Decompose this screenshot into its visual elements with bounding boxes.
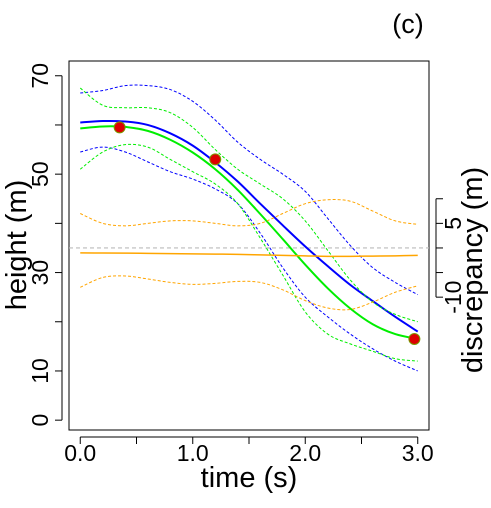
y-tick-label: 10 [27, 358, 53, 384]
x-tick-label: 0.0 [64, 440, 96, 466]
y-tick-label: 30 [27, 260, 53, 286]
plot-frame [68, 60, 430, 431]
series-line-orange-mean [80, 252, 418, 258]
x-tick-label: 1.0 [177, 440, 209, 466]
observation-points [113, 121, 421, 345]
series-line-orange-lower [80, 275, 418, 311]
series-line-blue-lower [80, 146, 418, 372]
x-axis-title: time (s) [201, 462, 298, 494]
y-axis-title: height (m) [1, 180, 33, 311]
observation-point [408, 332, 421, 345]
y-tick-label: 0 [27, 414, 53, 427]
series-line-orange-upper [80, 199, 418, 227]
series-line-green-mean [80, 125, 418, 340]
x-tick-label: 2.0 [289, 440, 321, 466]
panel-label: (c) [392, 9, 423, 39]
discrepancy-axis: 5 -10 [435, 198, 466, 314]
series-line-green-upper [79, 87, 418, 323]
y2-axis-title: discrepancy (m) [457, 167, 489, 373]
y-axis: 0 10 30 50 70 [27, 63, 63, 427]
x-tick-label: 3.0 [402, 440, 434, 466]
y2-tick-label: 5 [440, 217, 466, 230]
series-line-green-lower [79, 143, 418, 362]
series-line-blue-mean [80, 119, 419, 333]
series-layer [79, 84, 419, 372]
series-line-blue-upper [80, 84, 418, 296]
observation-point [209, 153, 222, 166]
y2-tick-label: -10 [440, 281, 466, 314]
y-tick-label: 50 [27, 161, 53, 187]
observation-point [113, 121, 126, 134]
x-axis: 0.0 1.0 2.0 3.0 [64, 436, 434, 466]
y-tick-label: 70 [27, 63, 53, 89]
